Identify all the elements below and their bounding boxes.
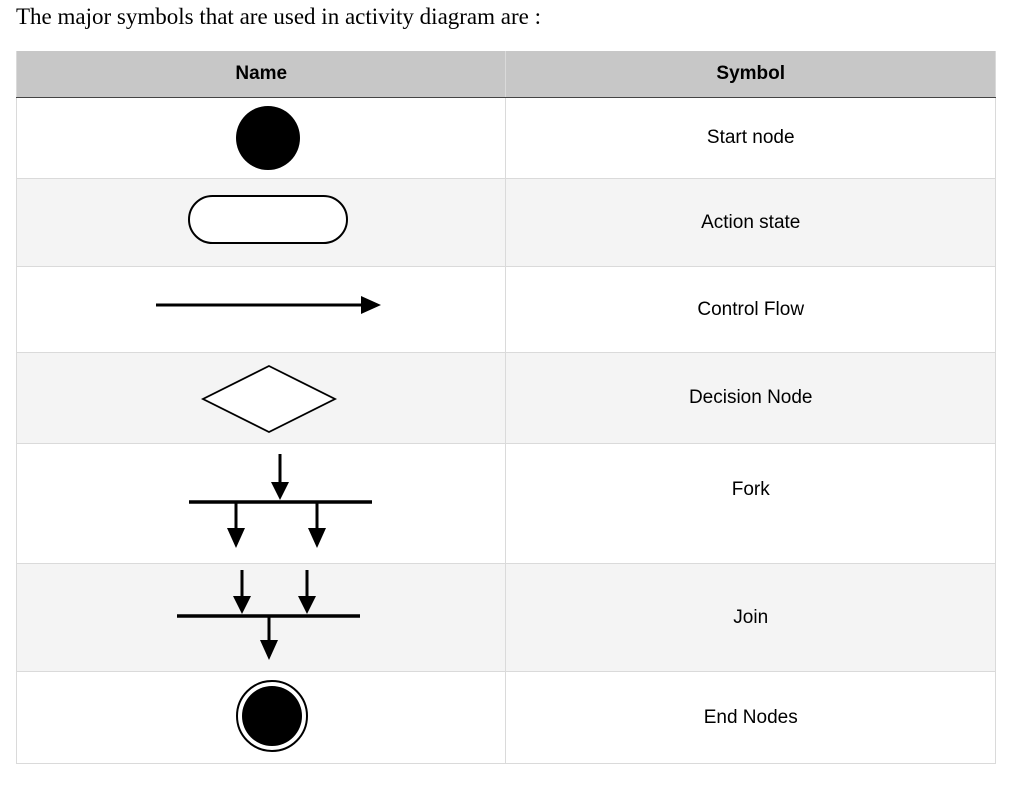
row-label: Fork bbox=[732, 479, 770, 501]
join-icon bbox=[17, 564, 507, 672]
label-cell: Fork bbox=[506, 444, 996, 564]
start-node-icon bbox=[17, 98, 507, 179]
end-node-icon bbox=[17, 672, 507, 764]
table-row: Action state bbox=[17, 179, 996, 267]
row-label: End Nodes bbox=[704, 707, 798, 729]
label-cell: Start node bbox=[506, 98, 996, 179]
header-name: Name bbox=[17, 51, 506, 98]
control-flow-icon bbox=[17, 267, 507, 353]
fork-icon bbox=[17, 444, 507, 564]
intro-text: The major symbols that are used in activ… bbox=[16, 4, 541, 30]
table-header-row: Name Symbol bbox=[17, 51, 996, 98]
row-label: Decision Node bbox=[689, 387, 813, 409]
header-symbol: Symbol bbox=[506, 51, 996, 98]
table-row: Control Flow bbox=[17, 267, 996, 353]
table-row: Join bbox=[17, 564, 996, 672]
label-cell: End Nodes bbox=[506, 672, 996, 764]
label-cell: Action state bbox=[506, 179, 996, 267]
icon-cell bbox=[17, 179, 506, 267]
icon-cell bbox=[17, 672, 506, 764]
decision-node-icon bbox=[17, 353, 507, 444]
label-cell: Join bbox=[506, 564, 996, 672]
table-row: Fork bbox=[17, 444, 996, 564]
symbols-table: Name Symbol Start node Action state bbox=[16, 51, 996, 764]
table-row: Start node bbox=[17, 98, 996, 179]
row-label: Join bbox=[733, 607, 768, 629]
table-row: Decision Node bbox=[17, 353, 996, 444]
label-cell: Decision Node bbox=[506, 353, 996, 444]
label-cell: Control Flow bbox=[506, 267, 996, 353]
action-state-icon bbox=[17, 179, 507, 267]
icon-cell bbox=[17, 267, 506, 353]
row-label: Control Flow bbox=[697, 299, 804, 321]
table-row: End Nodes bbox=[17, 672, 996, 764]
icon-cell bbox=[17, 353, 506, 444]
row-label: Action state bbox=[701, 212, 800, 234]
icon-cell bbox=[17, 564, 506, 672]
row-label: Start node bbox=[707, 127, 795, 149]
icon-cell bbox=[17, 444, 506, 564]
icon-cell bbox=[17, 98, 506, 179]
